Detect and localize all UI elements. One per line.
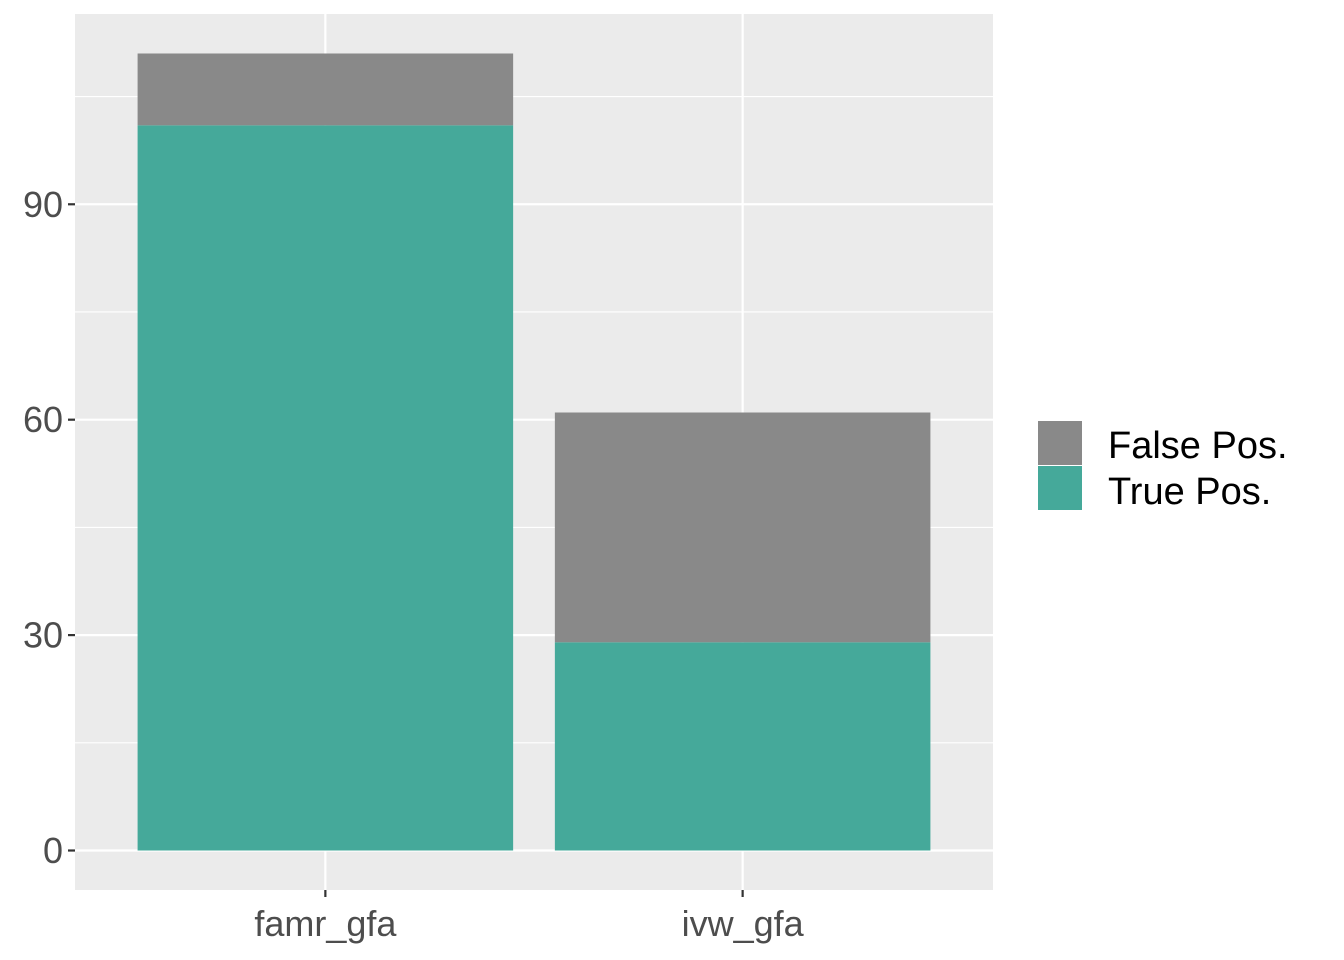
y-tick-label: 60 bbox=[23, 399, 63, 440]
bars bbox=[137, 53, 931, 851]
x-axis: famr_gfa ivw_gfa bbox=[254, 890, 805, 944]
legend-key-true-pos bbox=[1038, 466, 1082, 510]
x-tick-label: ivw_gfa bbox=[682, 903, 805, 944]
y-tick-label: 30 bbox=[23, 615, 63, 656]
legend: False Pos. True Pos. bbox=[1038, 421, 1288, 513]
bar-ivw-gfa-false-pos bbox=[554, 412, 931, 643]
x-tick-label: famr_gfa bbox=[254, 903, 397, 944]
y-tick-label: 0 bbox=[43, 830, 63, 871]
y-tick-label: 90 bbox=[23, 184, 63, 225]
bar-famr-gfa-true-pos bbox=[137, 125, 514, 851]
legend-label-false-pos: False Pos. bbox=[1108, 425, 1288, 467]
bar-famr-gfa-false-pos bbox=[137, 53, 514, 126]
legend-key-false-pos bbox=[1038, 421, 1082, 465]
legend-label-true-pos: True Pos. bbox=[1108, 471, 1271, 513]
y-axis: 0 30 60 90 bbox=[23, 184, 75, 871]
bar-ivw-gfa-true-pos bbox=[554, 642, 931, 851]
